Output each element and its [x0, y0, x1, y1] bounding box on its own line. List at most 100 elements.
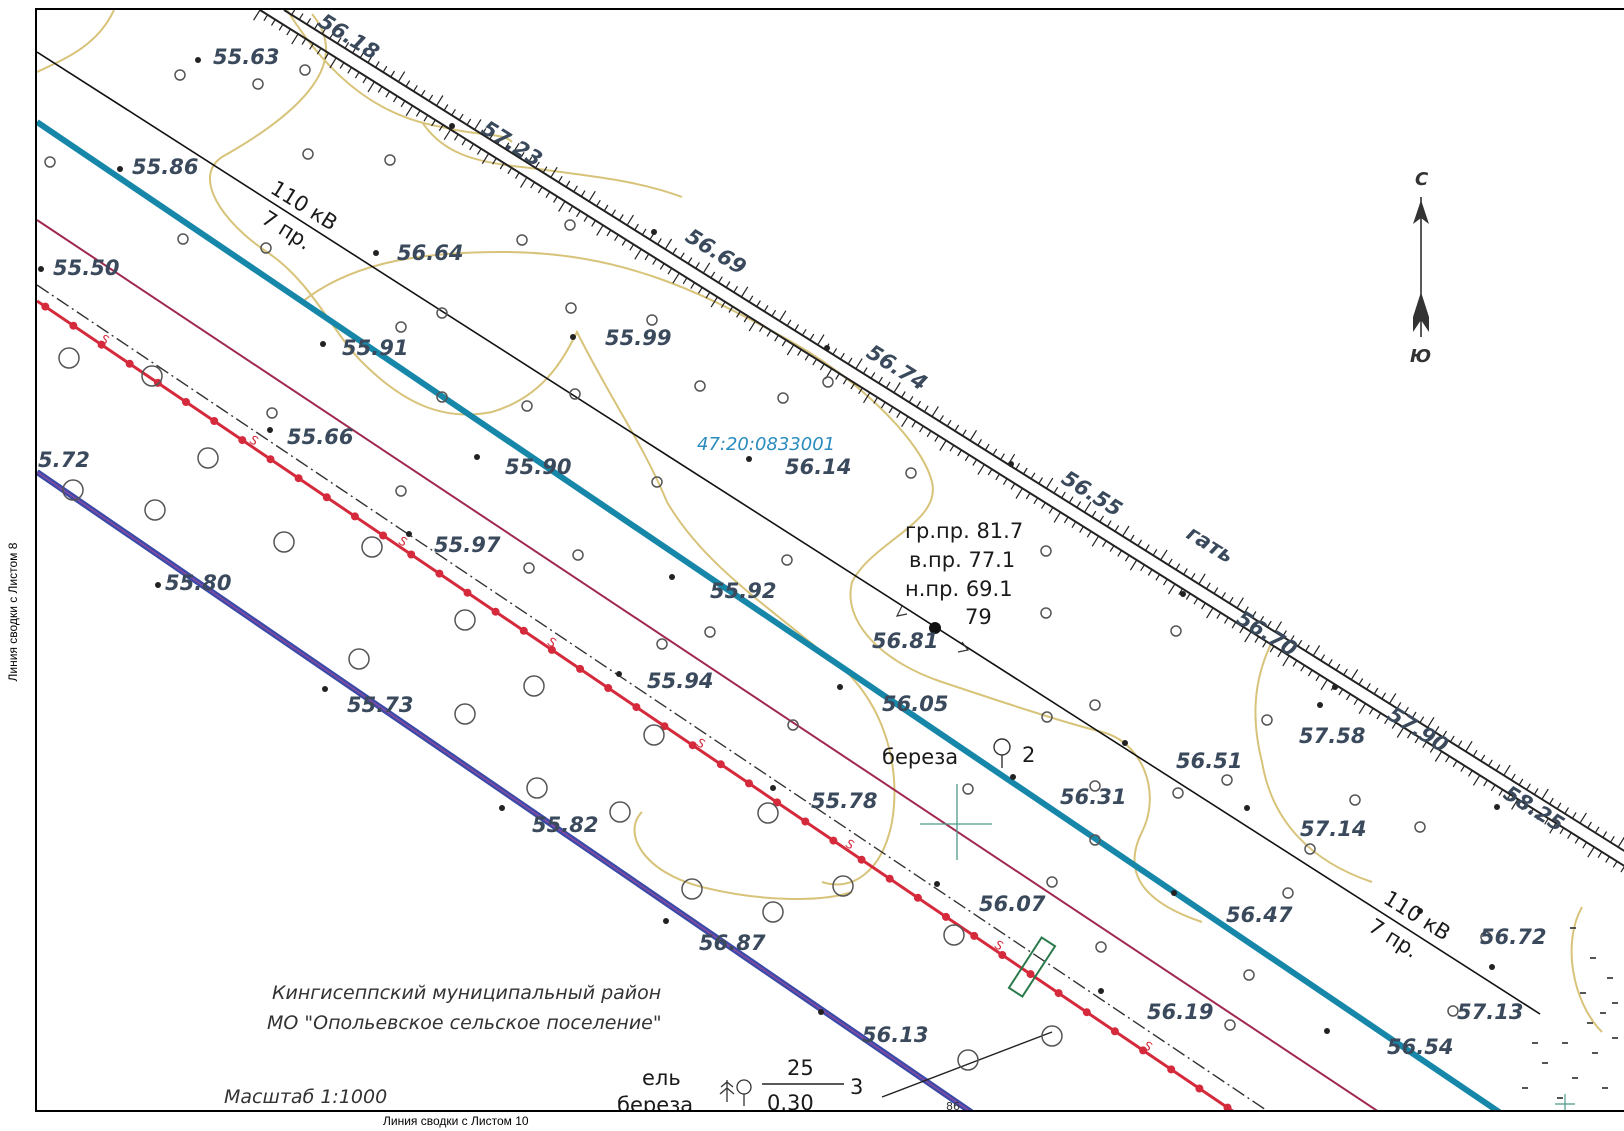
- contour-line: [209, 13, 896, 886]
- vegetation-circle: [905, 467, 917, 479]
- elevation-point: [818, 1009, 824, 1015]
- pole-n-label: н.пр. 69.1: [905, 577, 1013, 601]
- elevation-point: [38, 266, 44, 272]
- elevation-label: 56.64: [397, 241, 463, 265]
- pipeline-dot: [97, 340, 106, 349]
- dash-dot-line: [37, 284, 1268, 1110]
- vegetation-circle: [609, 801, 631, 823]
- vegetation-circle: [1089, 834, 1101, 846]
- vegetation-circle: [177, 233, 189, 245]
- district-name-line1: Кингисеппский муниципальный район: [272, 982, 661, 1004]
- elevation-labels: 55.63 55.86 55.50 56.64 55.91 55.99 55.6…: [38, 45, 1546, 1059]
- power-pole-79: гр.пр. 81.7 в.пр. 77.1 н.пр. 69.1 79 56.…: [872, 519, 1023, 653]
- vegetation-circle: [523, 675, 545, 697]
- vegetation-circle: [943, 924, 965, 946]
- vegetation-circle: [1040, 545, 1052, 557]
- elevation-point: [770, 785, 776, 791]
- elevation-label: 56.51: [1176, 749, 1242, 773]
- elevation-point: [1008, 461, 1014, 467]
- swamp-mark: [1557, 1097, 1563, 1099]
- vegetation-circle: [643, 724, 665, 746]
- vegetation-circle: [781, 554, 793, 566]
- swamp-mark: [1587, 1022, 1593, 1024]
- elevation-label: 55.86: [132, 155, 198, 179]
- elevation-label: 55.66: [287, 425, 353, 449]
- pipeline-dot: [773, 798, 782, 807]
- elevation-label: 56.13: [862, 1023, 928, 1047]
- pipeline-dot: [1054, 989, 1063, 998]
- pipeline-dot: [294, 474, 303, 483]
- mixed-tree-icon: [719, 1079, 752, 1106]
- contour-line: [37, 10, 115, 73]
- swamp-mark: [1570, 927, 1576, 929]
- pole-elevation-label: 56.81: [872, 629, 938, 653]
- contour-line: [286, 10, 513, 143]
- swamp-mark: [1572, 1077, 1578, 1079]
- elevation-label: 55.73: [347, 693, 413, 717]
- elevation-label: 56.47: [1226, 903, 1293, 927]
- vegetation-circle: [302, 148, 314, 160]
- road-elevation-label: 56.69: [681, 224, 750, 280]
- pipeline-dot: [801, 817, 810, 826]
- elevation-point: [195, 57, 201, 63]
- vegetation-circle: [962, 783, 974, 795]
- elevation-point: [499, 805, 505, 811]
- vegetation-circle: [1041, 711, 1053, 723]
- road-elevation-label: 58.25: [1499, 781, 1568, 837]
- vegetation-circle: [1095, 941, 1107, 953]
- elevation-point: [1244, 805, 1250, 811]
- vegetation-circle: [822, 376, 834, 388]
- elevation-point: [746, 456, 752, 462]
- spruce-name: ель: [642, 1066, 681, 1090]
- north-label: С: [1415, 169, 1429, 190]
- pipeline-dot: [407, 550, 416, 559]
- road-elevation-label: 57.90: [1383, 702, 1452, 758]
- birch-group-name: береза: [617, 1093, 693, 1112]
- vegetation-circle: [656, 638, 668, 650]
- vegetation-circle: [521, 400, 533, 412]
- pipeline-dot: [350, 512, 359, 521]
- vegetation-circle: [1349, 794, 1361, 806]
- vegetation-circle: [569, 388, 581, 400]
- elevation-point: [155, 582, 161, 588]
- vegetation-circle: [1170, 625, 1182, 637]
- road-gat: [253, 10, 1624, 873]
- vegetation-circle: [1224, 1019, 1236, 1031]
- elevation-point: [669, 574, 675, 580]
- swamp-mark: [1602, 1087, 1608, 1089]
- vegetation-circle: [777, 392, 789, 404]
- pipeline-dot: [716, 760, 725, 769]
- vegetation-circle: [681, 878, 703, 900]
- pipeline-dot: [1195, 1084, 1204, 1093]
- vegetation-circle: [646, 314, 658, 326]
- pipeline-dot: [857, 855, 866, 864]
- elevation-label: 55.80: [165, 571, 231, 595]
- elevation-label: 55.91: [342, 336, 408, 360]
- elevation-point: [1180, 591, 1186, 597]
- road-elevation-label: 56.55: [1057, 466, 1126, 522]
- tree-diameter: 0.30: [767, 1091, 814, 1112]
- vegetation-circle: [1304, 843, 1316, 855]
- vegetation-circle: [260, 242, 272, 254]
- vegetation-circle: [526, 777, 548, 799]
- elevation-label: 57.58: [1299, 724, 1365, 748]
- pipeline-dot: [266, 455, 275, 464]
- vegetation-circle: [141, 365, 163, 387]
- elevation-point: [267, 427, 273, 433]
- vegetation-circle: [1041, 1025, 1063, 1047]
- swamp-mark: [1542, 1062, 1548, 1064]
- vegetation-circle: [565, 302, 577, 314]
- blue-boundary-line: [37, 119, 1502, 1110]
- vegetation-circle: [266, 407, 278, 419]
- district-name-line2: МО "Опольевское сельское поселение": [267, 1012, 662, 1034]
- vegetation-circle: [516, 234, 528, 246]
- small-number-label: 86: [946, 1100, 960, 1112]
- pipeline-dot: [942, 912, 950, 921]
- pipeline-dot: [69, 321, 78, 330]
- swamp-mark: [1580, 992, 1586, 994]
- swamp-mark: [1592, 1052, 1598, 1054]
- elevation-label: 55.92: [710, 579, 776, 603]
- pipeline-dot: [745, 779, 753, 788]
